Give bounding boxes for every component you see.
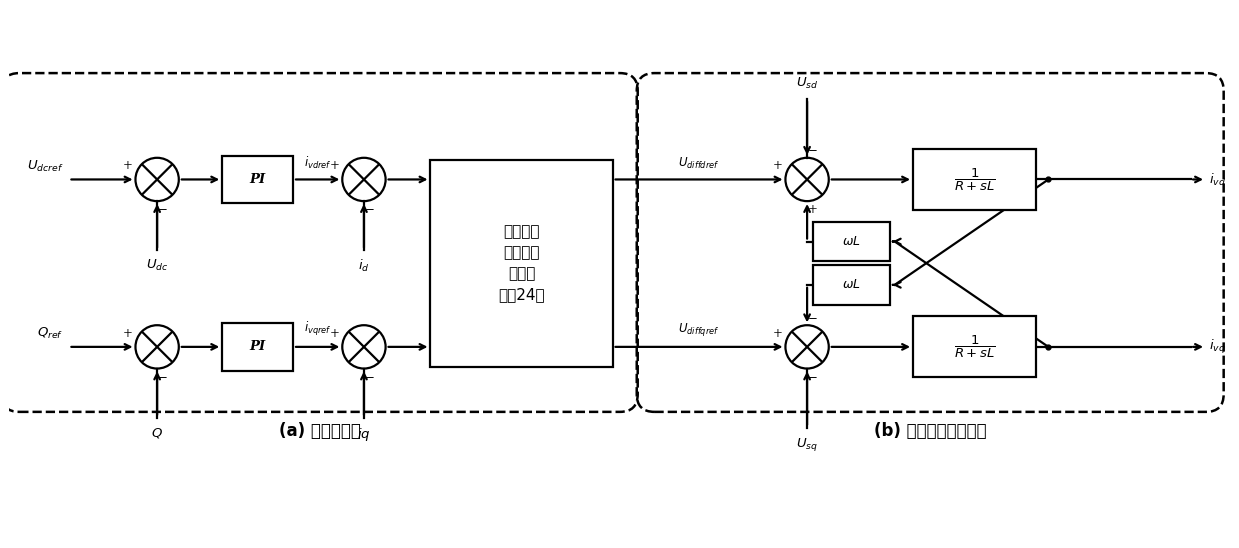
Text: $U_{dc}$: $U_{dc}$ [146,258,169,273]
Text: $\omega L$: $\omega L$ [843,235,861,248]
Text: +: + [123,159,133,172]
Text: $iq$: $iq$ [357,426,370,443]
Text: $i_{vdref}$: $i_{vdref}$ [304,155,332,170]
Text: $Q_{ref}$: $Q_{ref}$ [37,326,63,341]
Text: $\dfrac{1}{R+sL}$: $\dfrac{1}{R+sL}$ [954,167,995,192]
Text: $U_{dcref}$: $U_{dcref}$ [27,158,63,174]
Text: $i_{vqref}$: $i_{vqref}$ [304,320,332,338]
Text: +: + [808,203,818,215]
FancyBboxPatch shape [222,323,294,370]
FancyBboxPatch shape [813,265,890,305]
Text: $U_{sq}$: $U_{sq}$ [797,436,818,453]
Text: $Q$: $Q$ [151,426,164,439]
Text: $i_{d}$: $i_{d}$ [358,258,369,275]
Text: −: − [366,370,374,383]
Text: +: + [123,327,133,340]
Text: $\dfrac{1}{R+sL}$: $\dfrac{1}{R+sL}$ [954,334,995,360]
Text: 改进滑模
内环电流
控制器
式（24）: 改进滑模 内环电流 控制器 式（24） [498,224,545,302]
FancyBboxPatch shape [222,156,294,203]
Text: $i_{vd}$: $i_{vd}$ [1209,172,1225,187]
Text: PI: PI [249,173,265,186]
Text: −: − [366,203,374,215]
Text: (a) 控制器框图: (a) 控制器框图 [279,421,361,439]
Text: −: − [808,144,818,156]
FancyBboxPatch shape [430,160,612,367]
Text: +: + [330,159,339,172]
FancyBboxPatch shape [813,222,890,261]
Text: $i_{vq}$: $i_{vq}$ [1209,338,1225,356]
Text: $U_{sd}$: $U_{sd}$ [795,76,818,91]
Text: $U_{diffqref}$: $U_{diffqref}$ [678,321,720,338]
Text: −: − [808,311,818,324]
Text: −: − [159,203,169,215]
Text: $\omega L$: $\omega L$ [843,278,861,292]
Text: +: + [773,159,783,172]
Text: $U_{diffdref}$: $U_{diffdref}$ [678,156,720,170]
Text: +: + [330,327,339,340]
Text: PI: PI [249,340,265,353]
FancyBboxPatch shape [913,316,1036,378]
Text: (b) 输出电流响应框图: (b) 输出电流响应框图 [873,421,986,439]
Text: −: − [159,370,169,383]
FancyBboxPatch shape [913,149,1036,210]
Text: −: − [808,370,818,383]
Text: +: + [773,327,783,340]
